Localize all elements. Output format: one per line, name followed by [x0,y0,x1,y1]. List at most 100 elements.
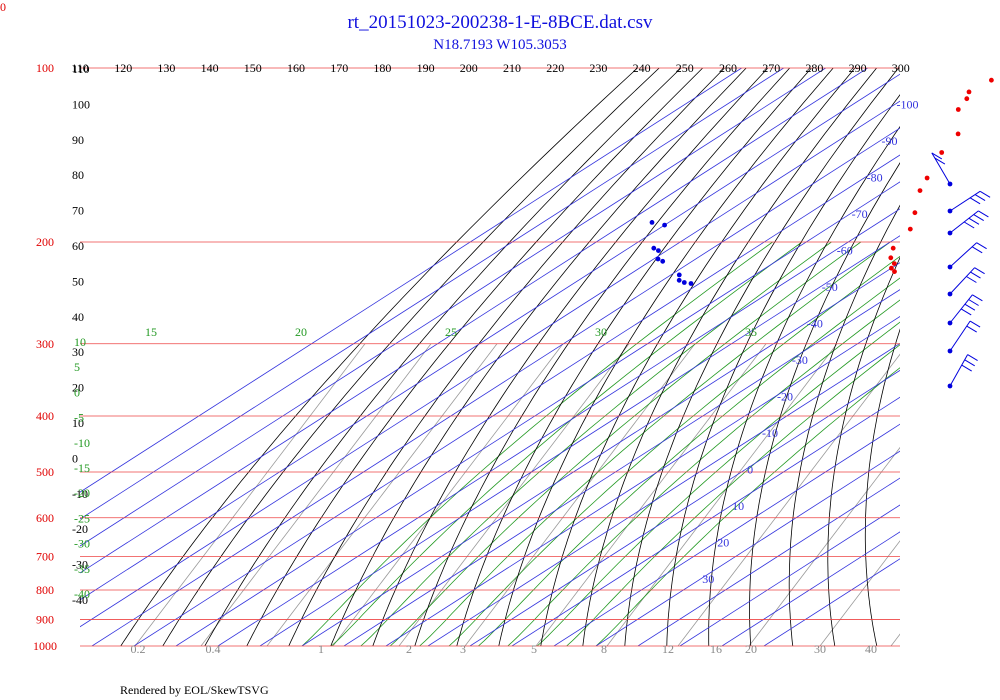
pressure-label: 100 [36,61,54,75]
moist-adiabat-label: 15 [145,325,157,339]
isotherm-line [301,262,900,646]
wind-barb-flag [934,157,946,165]
moist-adiabat-left-label: 5 [74,360,80,374]
dry-adiabat-line [582,68,877,646]
wind-barb-flag [969,197,981,205]
isotherm-line [511,396,900,646]
dry-adiabat-line [498,68,834,646]
temperature-point [955,131,961,137]
dry-adiabat-label: 80 [72,168,84,182]
wind-barb-flag [969,320,981,328]
dry-adiabat-line [972,68,1000,646]
wind-barb-flag [973,214,984,222]
dry-adiabat-line [288,68,725,646]
mixing-ratio-label: 8 [601,642,607,656]
dewpoint-point [656,248,661,254]
mixing-ratio-line [819,540,900,646]
wind-barb-shaft [949,242,977,268]
dry-adiabat-label: 90 [72,133,84,147]
top-axis-label: 290 [849,61,867,75]
isotherm-label: 0 [747,463,753,477]
pressure-label: 500 [36,465,54,479]
mixing-ratio-line [332,343,564,646]
mixing-ratio-label: 12 [662,642,674,656]
dry-adiabat-line [666,94,900,646]
dry-adiabat-label: 100 [72,97,90,111]
moist-adiabat-label: 20 [295,325,307,339]
dewpoint-point [655,256,661,262]
mixing-ratio-line [535,343,767,646]
mixing-ratio-label: 0.4 [206,642,221,656]
pressure-label: 800 [36,583,54,597]
temperature-point [891,261,897,266]
moist-adiabat-label: 30 [595,325,607,339]
dry-adiabat-label: -20 [72,522,88,536]
isotherm-line [343,289,900,646]
mixing-ratio-label: 40 [865,642,877,656]
chart-subtitle: N18.7193 W105.3053 [433,37,567,53]
moist-adiabat-label: 25 [445,325,457,339]
wind-barb-flag [961,364,972,372]
wind-barb-flag [931,152,943,160]
isotherm-line [91,127,900,646]
mixing-ratio-line [606,343,838,646]
top-axis-label: 220 [546,61,564,75]
wind-barb-flag [966,276,977,283]
dry-adiabat-line [456,68,812,646]
dry-adiabat-label: 20 [72,381,84,395]
isotherm-line [80,73,900,601]
dry-adiabat-line [624,68,899,646]
pressure-label: 900 [36,613,54,627]
dewpoint-point [651,245,657,251]
isotherm-line [80,68,826,547]
temperature-point [989,77,994,83]
dry-adiabat-line [749,162,900,646]
isotherm-line [80,68,742,493]
isotherm-line [679,504,900,646]
wind-barb-flag [974,194,986,202]
wind-barb-flag [964,359,975,367]
moist-adiabat-left-label: -15 [74,461,90,475]
dry-adiabat-label: 50 [72,274,84,288]
wind-barb-shaft [931,152,951,185]
dewpoint-point [660,258,666,264]
wind-barb-shaft [949,354,969,387]
mixing-ratio-label: 3 [460,642,466,656]
moist-adiabat-line [595,367,900,646]
dewpoint-point [688,281,694,286]
wind-barb-flag [966,325,977,333]
isotherm-label: -10 [762,426,778,440]
dry-adiabat-label: -30 [72,558,88,572]
dry-adiabats [120,68,1000,646]
isotherm-line [259,235,900,646]
wind-barb-flag [963,221,975,229]
mixing-ratio-line [890,633,900,646]
dry-adiabat-line [372,68,769,646]
top-axis-label: 160 [287,61,305,75]
isobars [80,67,900,647]
footer-credit: Rendered by EOL/SkewTSVG [120,683,269,697]
wind-barb-shaft [949,320,971,352]
isotherm-label: 30 [702,572,714,586]
moist-adiabat-left-label: -40 [74,587,90,601]
isotherm-label: -70 [852,207,868,221]
top-axis-label: 240 [633,61,651,75]
wind-barb-shaft [949,267,975,295]
isotherm-line [469,369,900,646]
isotherm-label: -50 [822,280,838,294]
temperature-point [939,150,945,155]
isotherm-label: -20 [777,390,793,404]
pressure-label: 600 [36,511,54,525]
top-axis-label: 180 [373,61,391,75]
dry-adiabat-line [330,68,747,646]
wind-barb-flag [960,308,972,316]
dry-adiabat-line [246,68,703,646]
wind-barb-flag [972,294,983,302]
temperature-point [912,210,918,216]
isotherm-line [427,342,900,646]
dry-adiabat-line [902,68,1000,646]
isotherm-label: -30 [792,353,808,367]
top-axis-label: 210 [503,61,521,75]
top-axis-label: 280 [805,61,823,75]
wind-barbs [931,152,991,389]
